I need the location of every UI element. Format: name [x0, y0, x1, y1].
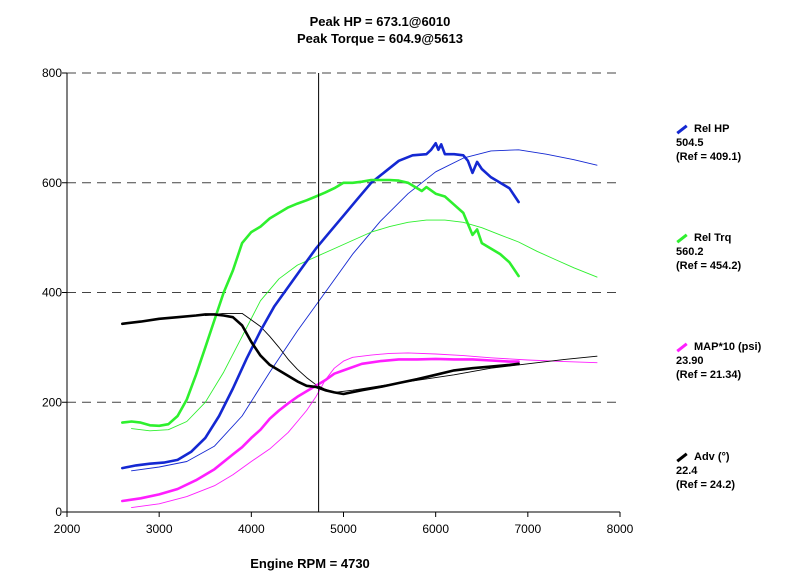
legend-entry-adv: Adv (°) 22.4 (Ref = 24.2)	[676, 450, 735, 492]
legend-ref: (Ref = 21.34)	[676, 369, 742, 381]
legend-value: 504.5	[676, 137, 704, 149]
legend-swatch-icon	[676, 452, 688, 462]
legend-ref: (Ref = 409.1)	[676, 151, 742, 163]
y-tick-label: 200	[42, 395, 62, 409]
y-tick-label: 800	[42, 66, 62, 80]
legend-entry-rel-hp: Rel HP 504.5 (Ref = 409.1)	[676, 122, 741, 164]
legend-swatch-icon	[676, 342, 688, 352]
series-map-10-psi	[121, 357, 520, 503]
legend-name: Rel HP	[694, 123, 730, 135]
legend-swatch-icon	[676, 124, 688, 134]
y-tick-label: 400	[42, 286, 62, 300]
legend-ref: (Ref = 24.2)	[676, 479, 735, 491]
legend-value: 22.4	[676, 465, 698, 477]
cursor-rpm-label: Engine RPM = 4730	[250, 556, 370, 571]
peak-torque-label: Peak Torque = 604.9@5613	[296, 31, 463, 46]
legend-value: 23.90	[676, 355, 704, 367]
x-tick-label: 2000	[54, 522, 81, 536]
legend-swatch-icon	[676, 233, 688, 243]
series-ref-trq	[131, 219, 598, 432]
x-tick-label: 3000	[146, 522, 173, 536]
y-tick-label: 600	[42, 176, 62, 190]
series-rel-hp	[121, 141, 520, 470]
legend-ref: (Ref = 454.2)	[676, 260, 742, 272]
series-ref-map-10-psi	[131, 352, 598, 509]
legend-name: Adv (°)	[694, 451, 730, 463]
series-rel-trq	[121, 178, 520, 428]
legend-name: MAP*10 (psi)	[694, 341, 762, 353]
legend-entry-rel-trq: Rel Trq 560.2 (Ref = 454.2)	[676, 231, 741, 273]
x-tick-label: 7000	[514, 522, 541, 536]
legend-name: Rel Trq	[694, 232, 732, 244]
legend-entry-map: MAP*10 (psi) 23.90 (Ref = 21.34)	[676, 340, 761, 382]
peak-hp-label: Peak HP = 673.1@6010	[309, 14, 451, 29]
x-tick-label: 5000	[330, 522, 357, 536]
series-adv	[121, 313, 520, 396]
y-tick-label: 0	[55, 505, 62, 519]
x-tick-label: 6000	[422, 522, 449, 536]
legend-value: 560.2	[676, 246, 704, 258]
x-tick-label: 4000	[238, 522, 265, 536]
x-tick-label: 8000	[607, 522, 634, 536]
series-ref-hp	[131, 149, 598, 472]
